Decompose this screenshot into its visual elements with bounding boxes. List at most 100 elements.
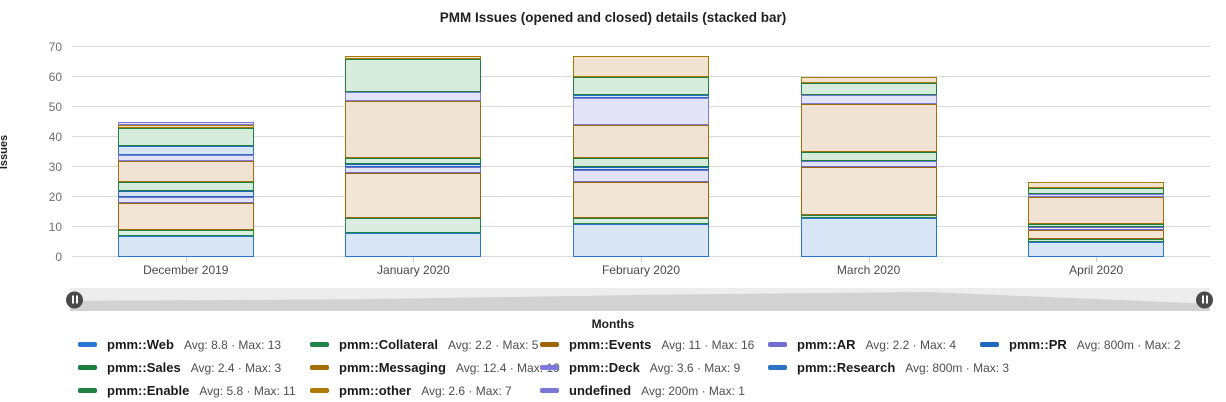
legend-label: pmm::Collateral	[339, 337, 438, 352]
bar-segment-pmm-ar[interactable]	[345, 167, 482, 173]
bar-segment-pmm-sales[interactable]	[117, 182, 254, 191]
legend: pmm::Web Avg: 8.8 · Max: 13 pmm::Collatera…	[78, 334, 1208, 402]
legend-stats: Avg: 200m · Max: 1	[641, 383, 745, 398]
legend-item-pmm-ar[interactable]: pmm::AR Avg: 2.2 · Max: 4	[768, 337, 980, 352]
bar-segment-pmm-enable[interactable]	[1028, 188, 1165, 194]
bar-segment-pmm-messaging[interactable]	[117, 161, 254, 182]
legend-item-pmm-research[interactable]: pmm::Research Avg: 800m · Max: 3	[768, 360, 1009, 375]
bar-segment-pmm-messaging[interactable]	[1028, 197, 1165, 224]
bar-segment-pmm-sales[interactable]	[800, 152, 937, 161]
bar-segment-pmm-other[interactable]	[573, 56, 709, 77]
bar-segment-pmm-other[interactable]	[345, 56, 482, 59]
bar-segment-pmm-sales[interactable]	[345, 158, 482, 164]
bar-segment-pmm-collateral[interactable]	[573, 218, 709, 224]
legend-label: pmm::Messaging	[339, 360, 446, 375]
legend-item-pmm-collateral[interactable]: pmm::Collateral Avg: 2.2 · Max: 5	[310, 337, 540, 352]
legend-swatch-icon	[980, 342, 999, 347]
y-tick-label: 30	[48, 160, 62, 174]
bar-segment-pmm-web[interactable]	[117, 236, 254, 257]
bar-segment-pmm-deck[interactable]	[573, 98, 709, 125]
bar-segment-pmm-research[interactable]	[573, 95, 709, 98]
legend-stats: Avg: 8.8 · Max: 13	[183, 337, 282, 352]
bar-segment-pmm-web[interactable]	[1028, 242, 1165, 257]
y-tick-label: 60	[48, 70, 62, 84]
bar-segment-pmm-enable[interactable]	[800, 83, 937, 95]
bar-segment-pmm-pr[interactable]	[345, 164, 482, 167]
x-tick-mark	[413, 257, 415, 262]
x-tick-label: April 2020	[1069, 263, 1124, 277]
bar-segment-pmm-events[interactable]	[573, 182, 709, 218]
bar-segment-pmm-web[interactable]	[800, 218, 937, 257]
legend-swatch-icon	[540, 388, 559, 393]
pause-icon	[1201, 295, 1204, 304]
bar-segment-pmm-messaging[interactable]	[573, 125, 709, 158]
legend-label: pmm::other	[339, 383, 412, 398]
bar-segment-pmm-collateral[interactable]	[117, 230, 254, 236]
datazoom-handle-left[interactable]	[66, 291, 83, 308]
datazoom-handle-right[interactable]	[1196, 291, 1213, 308]
y-tick-label: 10	[48, 220, 62, 234]
y-tick-label: 0	[55, 250, 62, 264]
bar-segment-pmm-web[interactable]	[345, 233, 482, 257]
bar-segment-pmm-deck[interactable]	[117, 155, 254, 161]
bar-segment-pmm-ar[interactable]	[117, 197, 254, 203]
legend-item-pmm-deck[interactable]: pmm::Deck Avg: 3.6 · Max: 9	[540, 360, 768, 375]
legend-swatch-icon	[768, 342, 787, 347]
legend-item-undefined[interactable]: undefined Avg: 200m · Max: 1	[540, 383, 768, 398]
bar-segment-pmm-events[interactable]	[117, 203, 254, 230]
legend-stats: Avg: 5.8 · Max: 11	[199, 383, 296, 398]
y-tick-label: 70	[48, 40, 62, 54]
bar-segment-pmm-sales[interactable]	[573, 158, 709, 167]
bar-segment-pmm-research[interactable]	[117, 146, 254, 155]
bar-segment-pmm-other[interactable]	[117, 125, 254, 128]
y-tick-label: 20	[48, 190, 62, 204]
y-axis-label: Issues	[0, 134, 10, 170]
bar-segment-pmm-collateral[interactable]	[345, 218, 482, 233]
legend-item-pmm-pr[interactable]: pmm::PR Avg: 800m · Max: 2	[980, 337, 1181, 352]
bar-segment-pmm-collateral[interactable]	[800, 215, 937, 218]
legend-label: pmm::PR	[1009, 337, 1067, 352]
pause-icon	[71, 295, 74, 304]
bar-segment-pmm-messaging[interactable]	[345, 101, 482, 158]
bar-segment-pmm-pr[interactable]	[573, 167, 709, 170]
legend-item-pmm-web[interactable]: pmm::Web Avg: 8.8 · Max: 13	[78, 337, 310, 352]
legend-stats: Avg: 800m · Max: 3	[905, 360, 1010, 375]
bar-segment-pmm-enable[interactable]	[345, 59, 482, 92]
legend-stats: Avg: 2.4 · Max: 3	[190, 360, 282, 375]
bar-segment-pmm-events[interactable]	[345, 173, 482, 218]
y-tick-label: 40	[48, 130, 62, 144]
bar-segment-undefined[interactable]	[117, 122, 254, 125]
bar-segment-pmm-deck[interactable]	[1028, 194, 1165, 197]
bar-segment-pmm-web[interactable]	[573, 224, 709, 257]
legend-label: pmm::Enable	[107, 383, 190, 398]
bar-segment-pmm-other[interactable]	[1028, 182, 1165, 188]
legend-row: pmm::Web Avg: 8.8 · Max: 13 pmm::Collatera…	[78, 334, 1208, 355]
bar-segment-pmm-events[interactable]	[800, 167, 937, 215]
datazoom-slider[interactable]	[66, 288, 1213, 311]
bar-segment-pmm-other[interactable]	[800, 77, 937, 83]
bar-segment-pmm-ar[interactable]	[573, 170, 709, 182]
legend-item-pmm-other[interactable]: pmm::other Avg: 2.6 · Max: 7	[310, 383, 540, 398]
legend-swatch-icon	[310, 342, 329, 347]
legend-item-pmm-enable[interactable]: pmm::Enable Avg: 5.8 · Max: 11	[78, 383, 310, 398]
bar-segment-pmm-ar[interactable]	[1028, 227, 1165, 230]
x-tick-mark	[185, 257, 187, 262]
bar-segment-pmm-ar[interactable]	[800, 161, 937, 167]
bar-segment-pmm-messaging[interactable]	[800, 104, 937, 152]
legend-stats: Avg: 2.2 · Max: 4	[865, 337, 957, 352]
bar-segment-pmm-sales[interactable]	[1028, 224, 1165, 227]
datazoom-shadow	[70, 292, 1210, 311]
legend-item-pmm-sales[interactable]: pmm::Sales Avg: 2.4 · Max: 3	[78, 360, 310, 375]
bar-segment-pmm-enable[interactable]	[117, 128, 254, 146]
legend-swatch-icon	[768, 365, 787, 370]
legend-swatch-icon	[540, 365, 559, 370]
legend-item-pmm-messaging[interactable]: pmm::Messaging Avg: 12.4 · Max: 19	[310, 360, 560, 375]
bar-segment-pmm-enable[interactable]	[573, 77, 709, 95]
bar-segment-pmm-deck[interactable]	[345, 92, 482, 101]
bar-segment-pmm-events[interactable]	[1028, 230, 1165, 239]
legend-stats: Avg: 12.4 · Max: 19	[455, 360, 560, 375]
bar-segment-pmm-deck[interactable]	[800, 95, 937, 104]
legend-item-pmm-events[interactable]: pmm::Events Avg: 11 · Max: 16	[540, 337, 768, 352]
bar-segment-pmm-pr[interactable]	[117, 191, 254, 197]
bar-segment-pmm-collateral[interactable]	[1028, 239, 1165, 242]
